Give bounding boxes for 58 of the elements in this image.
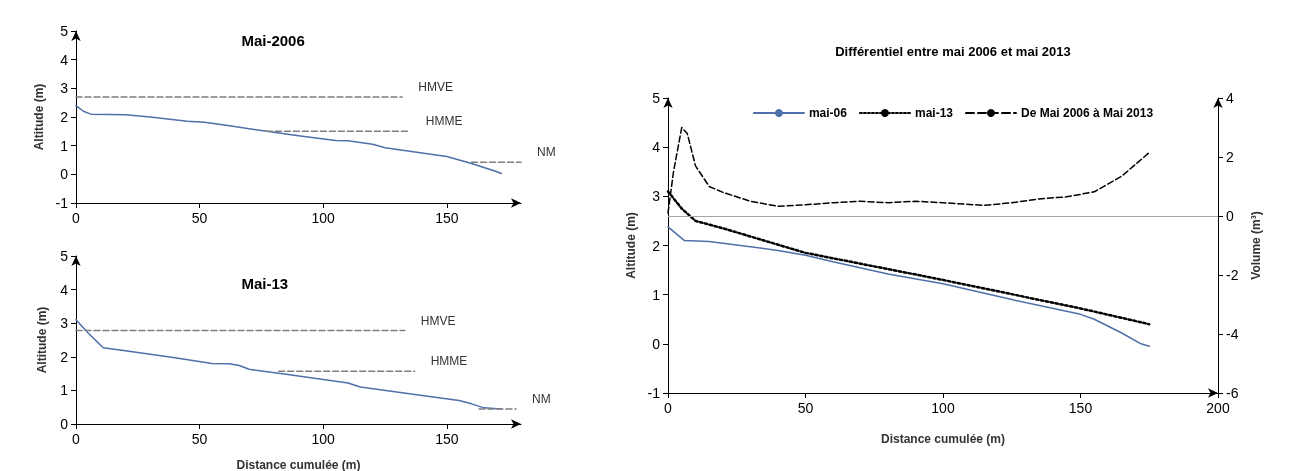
x-tick-label: 100 <box>931 400 955 416</box>
x-tick-label: 150 <box>435 210 459 226</box>
y-tick-label: 3 <box>60 80 69 97</box>
series-label: HMVE <box>420 313 456 328</box>
y-tick-label: -1 <box>647 385 661 401</box>
x-axis-title: Distance cumulée (m) <box>236 458 361 471</box>
y2-axis-title: Volume (m³) <box>1249 211 1263 280</box>
x-tick-label: 0 <box>664 400 673 416</box>
x-tick-label: 50 <box>191 210 208 226</box>
legend-label: mai-13 <box>914 106 954 120</box>
series-label: HMVE <box>418 79 454 94</box>
legend-label: mai-06 <box>808 106 848 120</box>
y2-tick-label: 2 <box>1226 149 1234 165</box>
line-series <box>667 226 1150 348</box>
x-tick-label: 0 <box>72 210 81 226</box>
y-tick-label: 0 <box>60 416 69 432</box>
chart-title: Différentiel entre mai 2006 et mai 2013 <box>835 44 1071 59</box>
y-tick-label: 1 <box>652 286 661 303</box>
y-tick-label: 5 <box>60 248 69 264</box>
y-tick-label: -1 <box>55 195 69 211</box>
chart-title: Mai-2006 <box>241 32 305 49</box>
x-tick-label: 200 <box>1206 400 1230 416</box>
y-axis-title: Altitude (m) <box>35 306 49 374</box>
series-label: HMME <box>425 114 463 129</box>
y-tick-label: 2 <box>60 109 69 125</box>
text: Mai-13 <box>241 275 289 292</box>
series-label: NM <box>532 391 551 406</box>
y-tick-label: 0 <box>60 166 69 183</box>
x-tick-label: 100 <box>311 210 336 226</box>
y-axis-title: Altitude (m) <box>31 83 46 151</box>
y-tick-label: 2 <box>652 237 661 254</box>
y-tick-label: 0 <box>652 335 661 352</box>
y2-tick-label: -2 <box>1226 267 1239 283</box>
y-axis-title: Altitude (m) <box>623 212 638 279</box>
y-tick-label: 5 <box>652 90 661 106</box>
y-tick-label: 5 <box>60 23 69 39</box>
line-series <box>75 104 502 175</box>
y-tick-label: 4 <box>652 139 661 156</box>
y2-tick-label: 4 <box>1226 90 1234 106</box>
x-tick-label: 150 <box>435 431 459 447</box>
legend-label: De Mai 2006 à Mai 2013 <box>1020 106 1154 120</box>
y-tick-label: 4 <box>60 281 69 298</box>
y2-tick-label: -4 <box>1226 326 1239 342</box>
x-tick-label: 50 <box>191 431 208 447</box>
y-tick-label: 2 <box>60 348 69 365</box>
y-tick-label: 3 <box>60 315 69 332</box>
x-tick-label: 100 <box>311 431 336 447</box>
x-tick-label: 150 <box>1068 400 1093 416</box>
series-label: NM <box>537 145 556 160</box>
y-tick-label: 4 <box>60 51 69 68</box>
y-tick-label: 3 <box>652 188 661 205</box>
series-label: HMME <box>430 354 468 369</box>
y2-tick-label: -6 <box>1226 385 1239 401</box>
x-tick-label: 50 <box>797 400 814 416</box>
x-tick-label: 0 <box>72 431 81 447</box>
x-axis-title: Distance cumulée (m) <box>880 432 1006 446</box>
y-tick-label: 1 <box>60 137 69 154</box>
y-tick-label: 1 <box>60 382 69 399</box>
